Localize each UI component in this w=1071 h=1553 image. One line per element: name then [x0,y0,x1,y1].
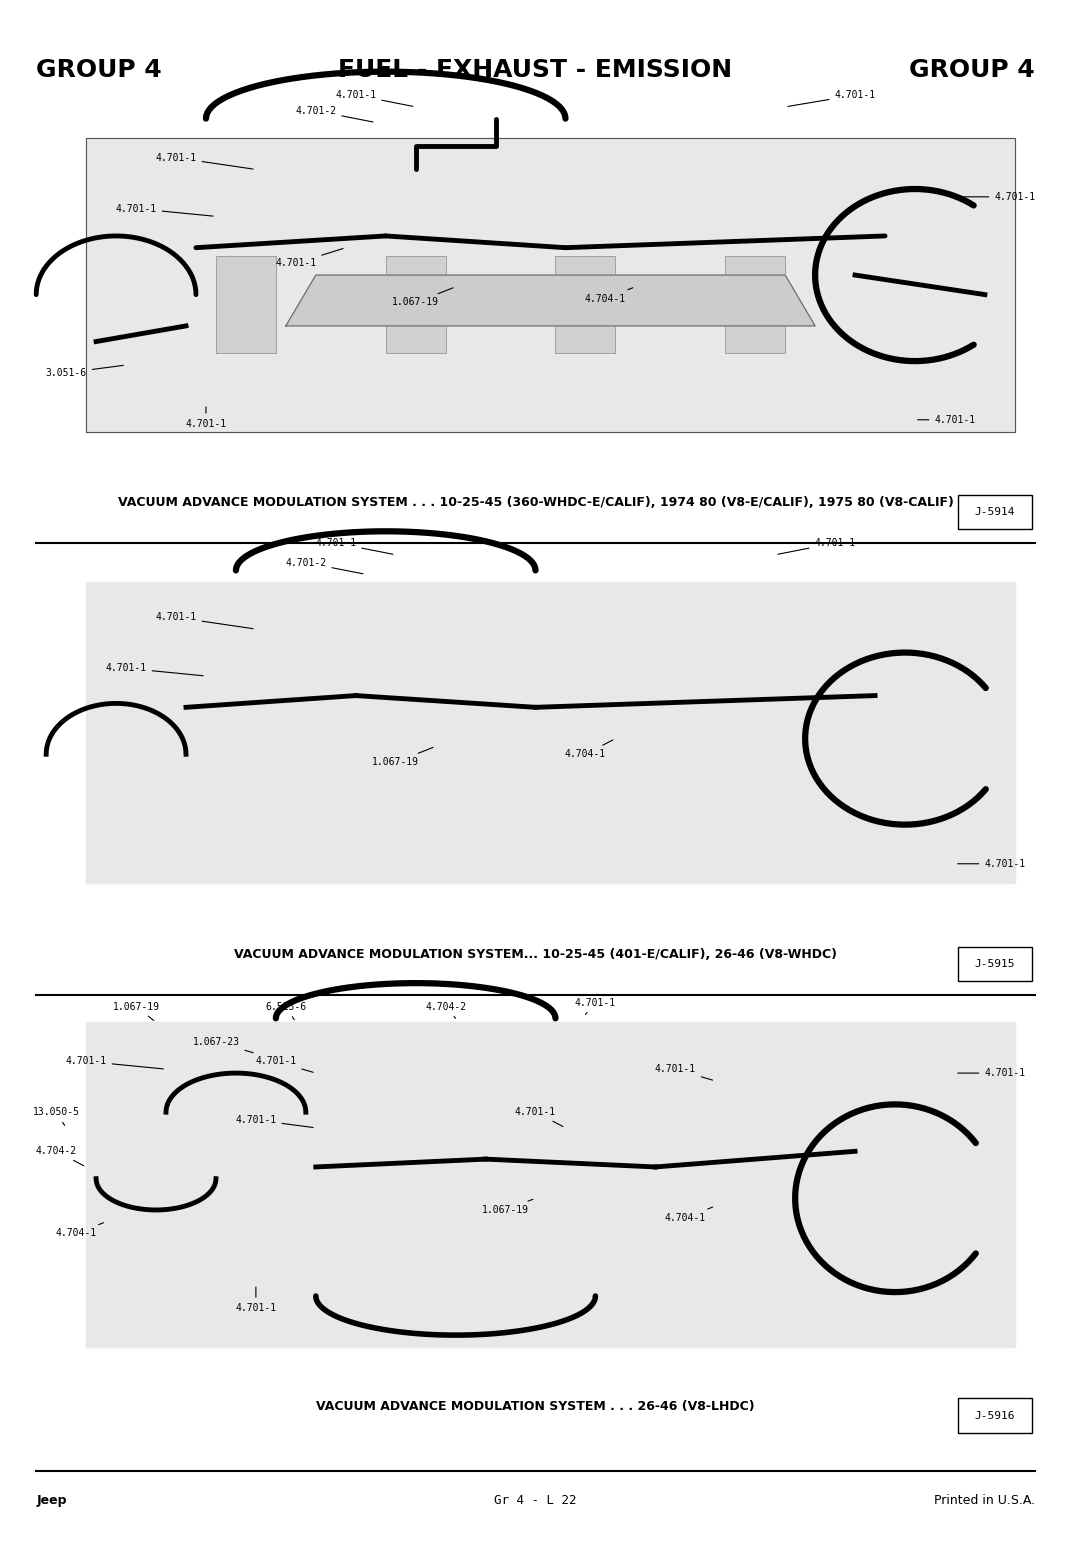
Text: 4.704-1: 4.704-1 [665,1207,712,1222]
Text: VACUUM ADVANCE MODULATION SYSTEM . . . 26-46 (V8-LHDC): VACUUM ADVANCE MODULATION SYSTEM . . . 2… [316,1399,755,1413]
Text: 4.701-1: 4.701-1 [515,1107,563,1126]
Text: 6.515-6: 6.515-6 [266,1002,306,1020]
Text: FUEL - EXHAUST - EMISSION: FUEL - EXHAUST - EMISSION [338,57,733,82]
Text: VACUUM ADVANCE MODULATION SYSTEM . . . 10-25-45 (360-WHDC-E/CALIF), 1974 80 (V8-: VACUUM ADVANCE MODULATION SYSTEM . . . 1… [118,497,953,509]
Text: 1.067-19: 1.067-19 [482,1199,533,1214]
Text: J-5915: J-5915 [975,958,1015,969]
Text: 1.067-19: 1.067-19 [112,1002,160,1020]
Text: Jeep: Jeep [36,1494,66,1506]
Text: 4.701-1: 4.701-1 [315,537,393,554]
Text: J-5916: J-5916 [975,1410,1015,1421]
Text: Gr 4 - L 22: Gr 4 - L 22 [494,1494,577,1506]
Text: 4.701-1: 4.701-1 [106,663,203,676]
Text: 4.701-1: 4.701-1 [116,203,213,216]
FancyBboxPatch shape [959,1398,1031,1432]
Text: VACUUM ADVANCE MODULATION SYSTEM... 10-25-45 (401-E/CALIF), 26-46 (V8-WHDC): VACUUM ADVANCE MODULATION SYSTEM... 10-2… [233,949,838,961]
Bar [725,256,785,353]
Text: 4.701-1: 4.701-1 [335,90,413,106]
Text: 1.067-23: 1.067-23 [193,1037,253,1053]
Polygon shape [86,138,1015,432]
Text: 4.701-2: 4.701-2 [285,558,363,573]
Polygon shape [286,275,815,326]
Text: 4.701-1: 4.701-1 [654,1064,712,1081]
Text: J-5914: J-5914 [975,506,1015,517]
Text: 4.701-1: 4.701-1 [185,407,226,429]
Text: 4.701-1: 4.701-1 [275,248,343,269]
Text: 4.701-1: 4.701-1 [236,1287,276,1312]
Text: 13.050-5: 13.050-5 [32,1107,79,1126]
Text: 4.701-2: 4.701-2 [296,106,373,123]
FancyBboxPatch shape [959,495,1031,530]
Text: 4.704-1: 4.704-1 [564,739,613,759]
Text: 4.701-1: 4.701-1 [65,1056,163,1068]
Text: GROUP 4: GROUP 4 [909,57,1035,82]
Text: 4.701-1: 4.701-1 [918,415,976,426]
Text: 4.701-1: 4.701-1 [957,193,1036,202]
Text: 4.701-1: 4.701-1 [255,1056,313,1072]
Text: 4.704-1: 4.704-1 [585,287,633,303]
Text: 4.701-1: 4.701-1 [236,1115,313,1127]
Bar [386,256,446,353]
Polygon shape [86,582,1015,884]
Text: 3.051-6: 3.051-6 [46,365,123,377]
Text: GROUP 4: GROUP 4 [36,57,162,82]
Bar [556,256,616,353]
Text: 4.701-1: 4.701-1 [788,90,876,107]
Text: 1.067-19: 1.067-19 [373,747,433,767]
Text: 4.704-1: 4.704-1 [56,1222,104,1238]
Text: Printed in U.S.A.: Printed in U.S.A. [934,1494,1035,1506]
Text: 4.701-1: 4.701-1 [575,997,616,1014]
Text: 4.701-1: 4.701-1 [778,537,856,554]
Text: 4.701-1: 4.701-1 [155,612,253,629]
FancyBboxPatch shape [959,947,1031,981]
Text: 4.704-2: 4.704-2 [35,1146,84,1166]
Text: 4.701-1: 4.701-1 [155,152,253,169]
Polygon shape [86,1022,1015,1346]
Text: 4.701-1: 4.701-1 [957,1068,1025,1078]
Text: 1.067-19: 1.067-19 [392,287,453,307]
Bar [216,256,276,353]
Text: 4.701-1: 4.701-1 [957,859,1025,868]
Text: 4.704-2: 4.704-2 [425,1002,466,1019]
